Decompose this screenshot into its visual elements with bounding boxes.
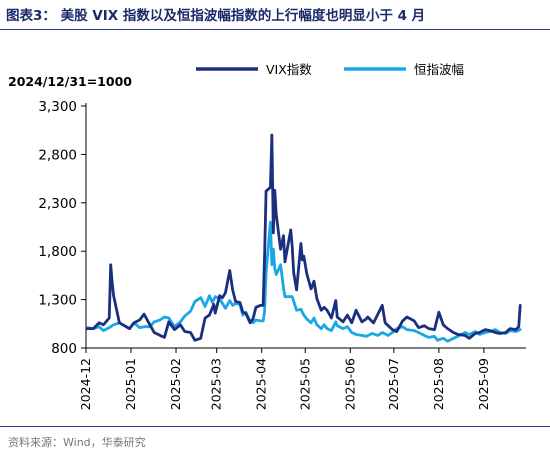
x-axis: 2024-12 2025-01 2025-02 2025-03 2025-04 2025-… (78, 347, 526, 410)
title-divider (0, 29, 550, 30)
series-layer (86, 133, 522, 343)
legend-item: 恒指波幅 (344, 62, 464, 77)
y-tick-label: 2,800 (38, 147, 77, 163)
source-divider (0, 426, 550, 427)
x-tick-label: 2025-06 (342, 358, 357, 410)
legend-item: VIX指数 (196, 62, 312, 77)
figure-title: 图表3： 美股 VIX 指数以及恒指波幅指数的上行幅度也明显小于 4 月 (6, 8, 426, 24)
x-tick-label: 2025-08 (431, 358, 446, 410)
legend-label: VIX指数 (266, 62, 312, 77)
series-line-hsi-vol (86, 220, 522, 343)
legend: VIX指数 恒指波幅 (196, 62, 464, 77)
x-tick-label: 2025-03 (209, 358, 224, 410)
series-line-vix (86, 133, 522, 342)
x-tick-label: 2024-12 (78, 358, 93, 410)
x-tick-label: 2025-02 (168, 358, 183, 410)
line-chart: VIX指数 恒指波幅 2024/12/31=1000 800 1,300 1,800 2… (8, 62, 526, 410)
y-tick-label: 800 (51, 341, 77, 357)
base-note: 2024/12/31=1000 (8, 74, 132, 89)
y-tick-label: 1,800 (38, 244, 77, 260)
x-tick-label: 2025-05 (297, 358, 312, 410)
x-tick-label: 2025-09 (476, 358, 491, 410)
x-tick-label: 2025-04 (254, 358, 269, 410)
y-tick-label: 1,300 (38, 293, 77, 309)
x-tick-label: 2025-07 (386, 358, 401, 410)
y-tick-label: 3,300 (38, 99, 77, 115)
y-tick-label: 2,300 (38, 196, 77, 212)
y-axis: 800 1,300 1,800 2,300 2,800 3,300 (38, 99, 87, 357)
source-note: 资料来源：Wind，华泰研究 (8, 436, 146, 449)
x-tick-label: 2025-01 (123, 358, 138, 410)
legend-label: 恒指波幅 (414, 62, 464, 77)
